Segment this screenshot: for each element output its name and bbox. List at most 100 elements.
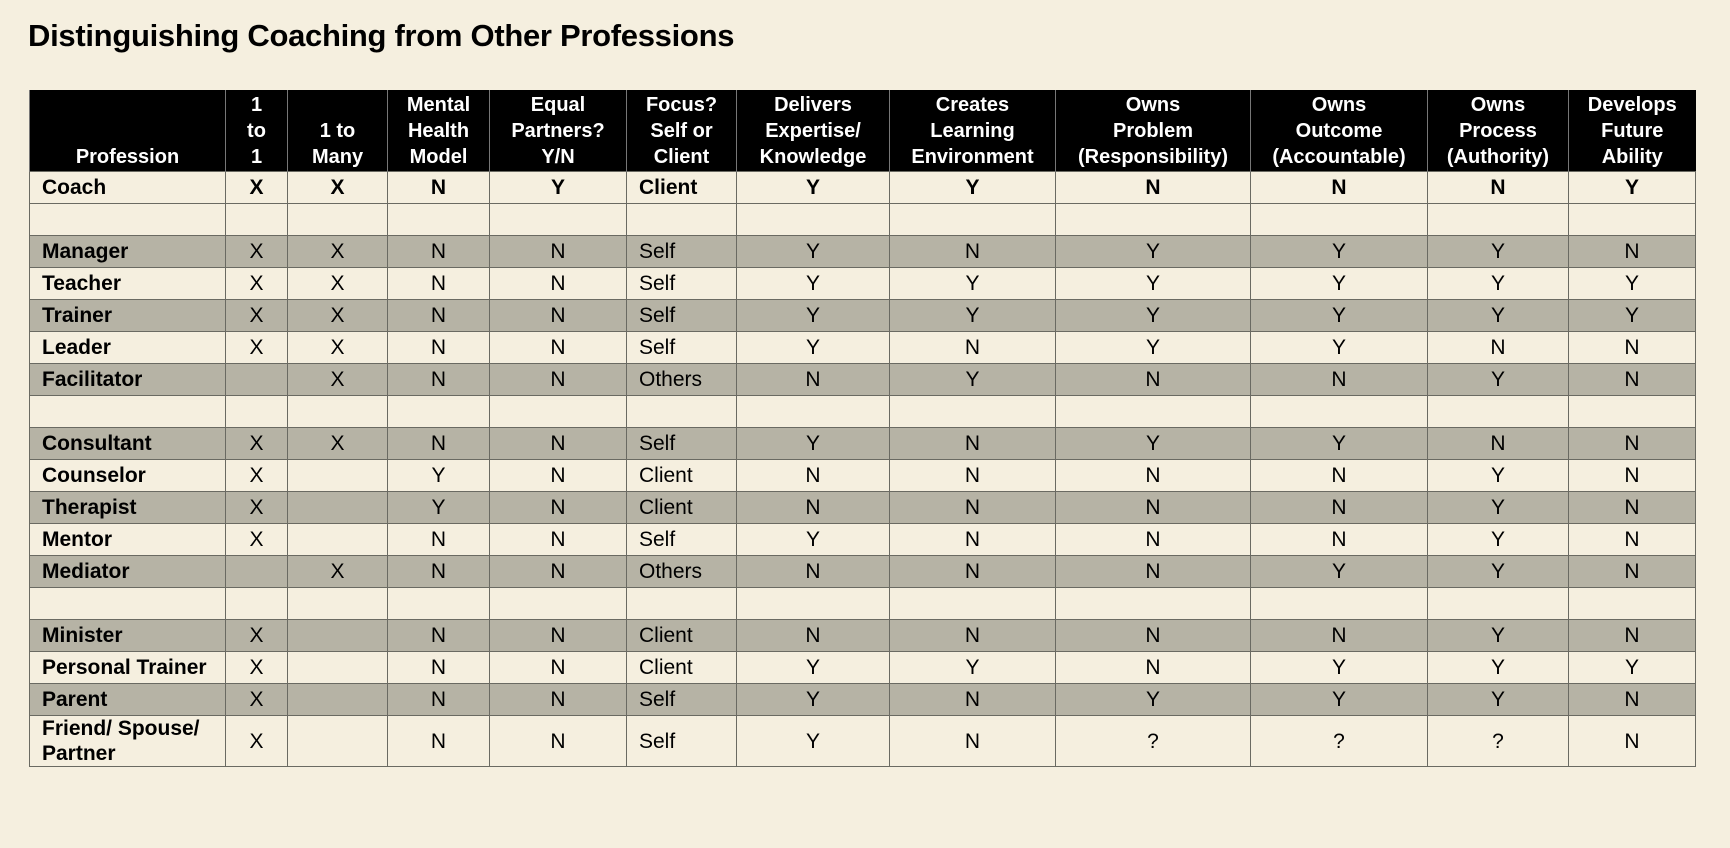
column-header: 1 to Many bbox=[287, 90, 388, 172]
table-cell: N bbox=[489, 651, 627, 684]
table-cell: N bbox=[736, 491, 890, 524]
table-cell: N bbox=[489, 523, 627, 556]
table-row: Facilitator X N N Others N Y N N Y N bbox=[29, 363, 1696, 396]
table-cell: N bbox=[1250, 619, 1428, 652]
table-cell: X bbox=[225, 491, 288, 524]
profession-cell: Friend/ Spouse/ Partner bbox=[29, 715, 226, 767]
table-cell: Y bbox=[1250, 651, 1428, 684]
column-header: Owns Outcome (Accountable) bbox=[1250, 90, 1428, 172]
table-cell: N bbox=[736, 619, 890, 652]
blank-row bbox=[29, 203, 1696, 236]
table-cell: Y bbox=[889, 267, 1056, 300]
table-cell: X bbox=[287, 299, 388, 332]
table-cell: Client bbox=[626, 651, 737, 684]
table-cell: X bbox=[287, 235, 388, 268]
table-cell: N bbox=[1055, 491, 1251, 524]
table-cell: N bbox=[1568, 555, 1696, 588]
table-cell: N bbox=[1055, 619, 1251, 652]
table-cell: N bbox=[387, 651, 490, 684]
table-cell: N bbox=[889, 555, 1056, 588]
table-cell: N bbox=[1568, 427, 1696, 460]
table-cell: Self bbox=[626, 235, 737, 268]
empty-cell bbox=[889, 587, 1056, 620]
table-cell: Y bbox=[1250, 555, 1428, 588]
table-cell: ? bbox=[1055, 715, 1251, 767]
table-cell: N bbox=[1250, 171, 1428, 204]
table-cell: Y bbox=[1250, 331, 1428, 364]
table-cell: Y bbox=[1427, 491, 1569, 524]
empty-cell bbox=[489, 395, 627, 428]
empty-cell bbox=[1427, 587, 1569, 620]
empty-cell bbox=[1250, 203, 1428, 236]
table-cell: X bbox=[287, 171, 388, 204]
empty-cell bbox=[29, 203, 226, 236]
empty-cell bbox=[287, 203, 388, 236]
table-cell: N bbox=[1427, 427, 1569, 460]
profession-cell: Mentor bbox=[29, 523, 226, 556]
table-cell: X bbox=[225, 331, 288, 364]
table-cell: N bbox=[889, 683, 1056, 716]
table-cell: N bbox=[1568, 363, 1696, 396]
table-cell: Y bbox=[1055, 331, 1251, 364]
table-cell: Self bbox=[626, 299, 737, 332]
table-row: Therapist X Y N Client N N N N Y N bbox=[29, 491, 1696, 524]
table-cell: Y bbox=[1568, 299, 1696, 332]
profession-cell: Personal Trainer bbox=[29, 651, 226, 684]
title: Distinguishing Coaching from Other Profe… bbox=[28, 18, 735, 53]
table-cell: Y bbox=[1055, 427, 1251, 460]
table-cell: Y bbox=[1250, 267, 1428, 300]
table-cell: Y bbox=[387, 491, 490, 524]
table-cell: N bbox=[889, 619, 1056, 652]
table-cell: X bbox=[225, 651, 288, 684]
table-cell: X bbox=[287, 267, 388, 300]
table-cell: Self bbox=[626, 267, 737, 300]
table-row: Mentor X N N Self Y N N N Y N bbox=[29, 523, 1696, 556]
table-row: Coach X X N Y Client Y Y N N N Y bbox=[29, 171, 1696, 204]
profession-cell: Consultant bbox=[29, 427, 226, 460]
empty-cell bbox=[1250, 395, 1428, 428]
column-header: Profession bbox=[29, 90, 226, 172]
empty-cell bbox=[287, 491, 388, 524]
table-cell: N bbox=[1055, 651, 1251, 684]
empty-cell bbox=[287, 715, 388, 767]
empty-cell bbox=[387, 587, 490, 620]
table-cell: N bbox=[1055, 363, 1251, 396]
table-cell: N bbox=[387, 715, 490, 767]
table-cell: N bbox=[889, 459, 1056, 492]
table-cell: N bbox=[489, 555, 627, 588]
table-cell: X bbox=[225, 235, 288, 268]
table-cell: X bbox=[287, 331, 388, 364]
empty-cell bbox=[626, 587, 737, 620]
table-cell: ? bbox=[1250, 715, 1428, 767]
column-header: Delivers Expertise/ Knowledge bbox=[736, 90, 890, 172]
table-cell: N bbox=[1568, 235, 1696, 268]
table-cell: Y bbox=[1568, 171, 1696, 204]
empty-cell bbox=[287, 619, 388, 652]
table-cell: Y bbox=[736, 299, 890, 332]
empty-cell bbox=[225, 363, 288, 396]
table-cell: N bbox=[387, 427, 490, 460]
table-cell: Y bbox=[1055, 299, 1251, 332]
table-cell: Y bbox=[489, 171, 627, 204]
table-row: Trainer X X N N Self Y Y Y Y Y Y bbox=[29, 299, 1696, 332]
table-cell: Y bbox=[1427, 459, 1569, 492]
empty-cell bbox=[736, 587, 890, 620]
table-cell: N bbox=[1427, 331, 1569, 364]
empty-cell bbox=[387, 203, 490, 236]
table-cell: Y bbox=[1427, 619, 1569, 652]
profession-cell: Mediator bbox=[29, 555, 226, 588]
empty-cell bbox=[225, 587, 288, 620]
table-cell: X bbox=[225, 299, 288, 332]
empty-cell bbox=[225, 395, 288, 428]
table-cell: X bbox=[225, 683, 288, 716]
table-cell: N bbox=[387, 555, 490, 588]
table-cell: N bbox=[489, 267, 627, 300]
table-cell: X bbox=[225, 715, 288, 767]
empty-cell bbox=[1568, 395, 1696, 428]
table-cell: N bbox=[736, 363, 890, 396]
table-row: Manager X X N N Self Y N Y Y Y N bbox=[29, 235, 1696, 268]
table-cell: Client bbox=[626, 619, 737, 652]
table-cell: N bbox=[387, 683, 490, 716]
